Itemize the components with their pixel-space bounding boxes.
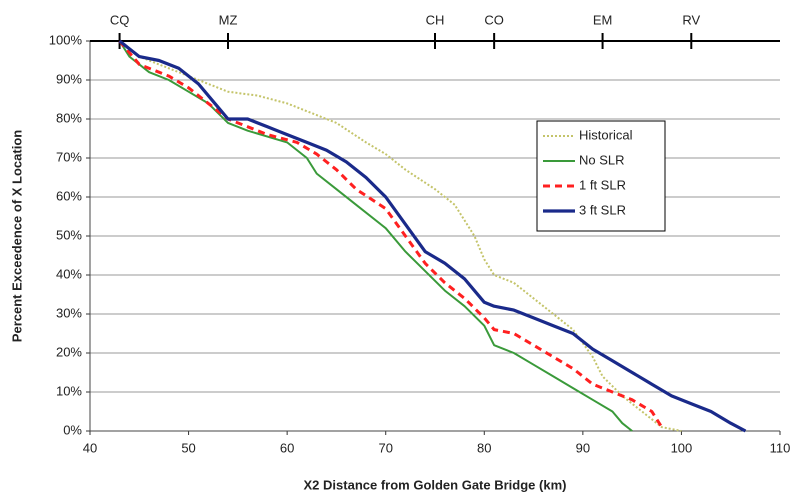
x-tick-label: 60 bbox=[280, 440, 294, 455]
x-tick-label: 40 bbox=[83, 440, 97, 455]
y-tick-label: 60% bbox=[56, 188, 82, 203]
y-tick-label: 10% bbox=[56, 383, 82, 398]
y-tick-label: 0% bbox=[63, 422, 82, 437]
series-line bbox=[118, 39, 747, 433]
y-tick-label: 20% bbox=[56, 344, 82, 359]
x-tick-label: 80 bbox=[477, 440, 491, 455]
top-marker-label: CQ bbox=[110, 12, 130, 27]
x-tick-label: 70 bbox=[378, 440, 392, 455]
legend-label: No SLR bbox=[579, 152, 625, 167]
y-tick-label: 90% bbox=[56, 71, 82, 86]
legend-label: Historical bbox=[579, 127, 633, 142]
top-marker-label: CO bbox=[484, 12, 504, 27]
y-tick-label: 80% bbox=[56, 110, 82, 125]
x-tick-label: 100 bbox=[671, 440, 693, 455]
top-marker-label: CH bbox=[426, 12, 445, 27]
x-tick-label: 50 bbox=[181, 440, 195, 455]
y-tick-label: 30% bbox=[56, 305, 82, 320]
top-marker-label: EM bbox=[593, 12, 613, 27]
y-tick-label: 50% bbox=[56, 227, 82, 242]
series-line bbox=[118, 40, 633, 432]
legend-label: 1 ft SLR bbox=[579, 177, 626, 192]
y-tick-label: 40% bbox=[56, 266, 82, 281]
y-axis-title: Percent Exceedence of X Location bbox=[9, 130, 24, 342]
x-tick-label: 90 bbox=[576, 440, 590, 455]
series-line bbox=[118, 40, 682, 432]
legend-box bbox=[536, 120, 666, 232]
series-line bbox=[118, 40, 663, 428]
x-tick-label: 110 bbox=[770, 440, 791, 455]
top-marker-label: RV bbox=[682, 12, 700, 27]
y-tick-label: 100% bbox=[49, 32, 83, 47]
top-marker-label: MZ bbox=[219, 12, 238, 27]
y-tick-label: 70% bbox=[56, 149, 82, 164]
x-axis-title: X2 Distance from Golden Gate Bridge (km) bbox=[304, 477, 567, 492]
legend-label: 3 ft SLR bbox=[579, 202, 626, 217]
